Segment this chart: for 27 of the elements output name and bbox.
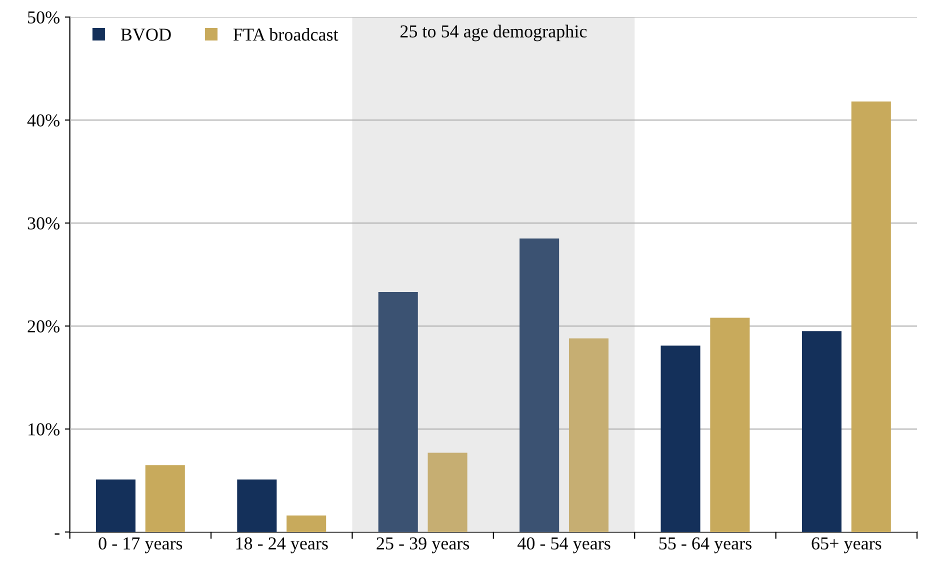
x-tick-label: 55 - 64 years xyxy=(659,537,752,554)
bar xyxy=(145,465,185,532)
bar xyxy=(851,102,891,532)
bar xyxy=(520,238,560,532)
bar xyxy=(660,346,700,532)
y-tick-label: 50% xyxy=(28,11,60,24)
x-tick-label: 18 - 24 years xyxy=(236,537,328,554)
y-tick-label: 20% xyxy=(28,320,60,333)
x-tick-label: 40 - 54 years xyxy=(518,537,610,554)
y-tick-label: - xyxy=(54,533,60,535)
x-tick-label: 25 - 39 years xyxy=(376,537,470,554)
bar xyxy=(802,331,842,532)
bar xyxy=(96,479,136,532)
y-tick-label: 40% xyxy=(27,114,60,127)
y-tick-label: 10% xyxy=(28,423,60,436)
band-label: 25 to 54 age demographic xyxy=(400,24,587,42)
bar xyxy=(568,338,609,532)
x-tick-label: 0 - 17 years xyxy=(98,537,182,554)
bar xyxy=(378,292,418,532)
y-tick-label: 30% xyxy=(28,217,60,230)
bar xyxy=(237,479,277,532)
legend-label: BVOD xyxy=(120,28,171,41)
bar xyxy=(428,452,468,532)
x-tick-label: 65+ years xyxy=(812,537,882,554)
legend-label: FTA broadcast xyxy=(233,28,338,41)
bar xyxy=(286,516,326,532)
bar xyxy=(710,318,750,532)
